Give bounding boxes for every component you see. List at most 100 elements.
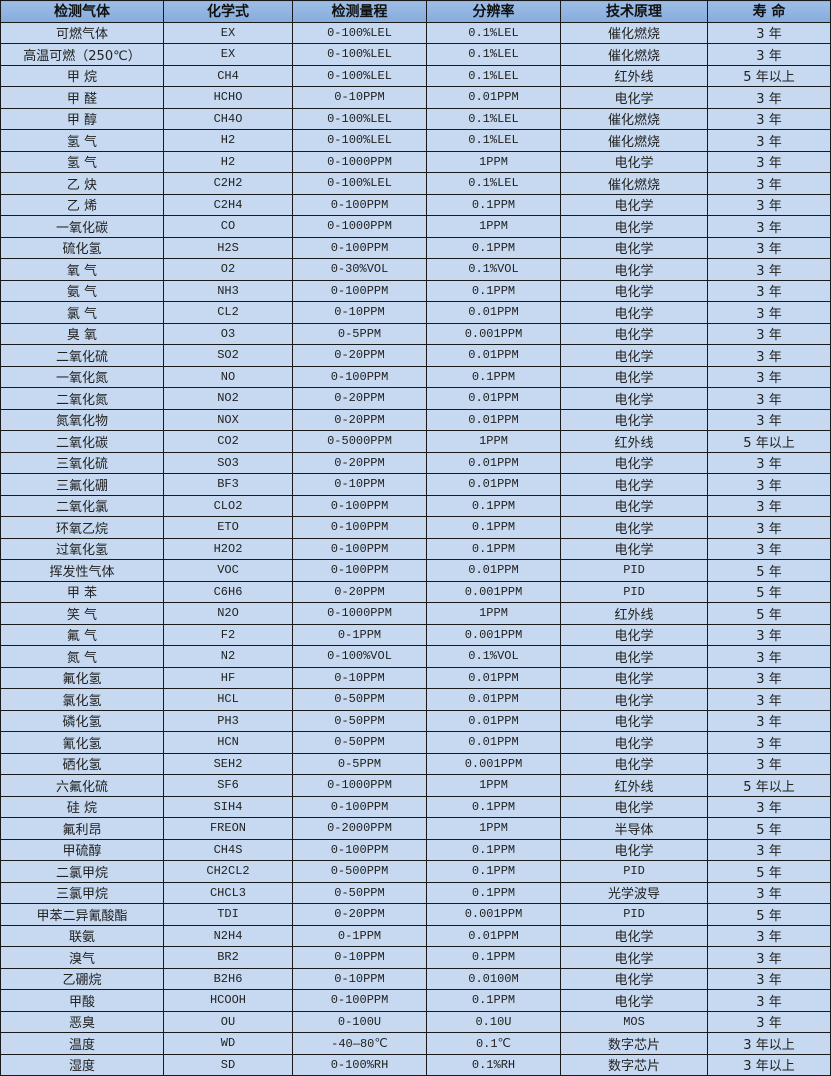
table-row: 乙 炔 C2H2 0-100%LEL 0.1%LEL 催化燃烧 3 年 bbox=[0, 172, 831, 195]
principle-cell: 电化学 bbox=[560, 279, 708, 302]
resolution-cell: 0.001PPM bbox=[426, 580, 561, 603]
formula-cell: H2 bbox=[163, 150, 293, 173]
formula-cell: CO2 bbox=[163, 430, 293, 453]
formula-cell: C6H6 bbox=[163, 580, 293, 603]
formula-cell: CO bbox=[163, 215, 293, 238]
range-cell: 0-100%VOL bbox=[292, 645, 427, 668]
range-cell: 0-20PPM bbox=[292, 580, 427, 603]
gas-cell: 联氨 bbox=[0, 924, 164, 947]
table-row: 氮 气 N2 0-100%VOL 0.1%VOL 电化学 3 年 bbox=[0, 645, 831, 668]
table-row: 乙 烯 C2H4 0-100PPM 0.1PPM 电化学 3 年 bbox=[0, 193, 831, 216]
formula-cell: NO bbox=[163, 365, 293, 388]
gas-cell: 甲 醛 bbox=[0, 86, 164, 109]
resolution-cell: 0.1%LEL bbox=[426, 129, 561, 152]
range-cell: 0-100PPM bbox=[292, 494, 427, 517]
table-row: 氢 气 H2 0-1000PPM 1PPM 电化学 3 年 bbox=[0, 150, 831, 173]
range-cell: 0-100%LEL bbox=[292, 172, 427, 195]
range-cell: 0-1000PPM bbox=[292, 150, 427, 173]
principle-cell: PID bbox=[560, 903, 708, 926]
range-cell: 0-10PPM bbox=[292, 86, 427, 109]
lifespan-cell: 3 年 bbox=[707, 451, 831, 474]
principle-cell: PID bbox=[560, 860, 708, 883]
header-principle: 技术原理 bbox=[560, 0, 708, 23]
table-row: 二氯甲烷 CH2CL2 0-500PPM 0.1PPM PID 5 年 bbox=[0, 860, 831, 883]
gas-cell: 乙 烯 bbox=[0, 193, 164, 216]
resolution-cell: 0.01PPM bbox=[426, 344, 561, 367]
table-row: 六氟化硫 SF6 0-1000PPM 1PPM 红外线 5 年以上 bbox=[0, 774, 831, 797]
lifespan-cell: 5 年 bbox=[707, 580, 831, 603]
resolution-cell: 0.1PPM bbox=[426, 193, 561, 216]
gas-cell: 恶臭 bbox=[0, 1010, 164, 1033]
range-cell: 0-100PPM bbox=[292, 516, 427, 539]
gas-cell: 二氧化氯 bbox=[0, 494, 164, 517]
principle-cell: 电化学 bbox=[560, 215, 708, 238]
resolution-cell: 0.01PPM bbox=[426, 86, 561, 109]
principle-cell: 电化学 bbox=[560, 537, 708, 560]
table-row: 氧 气 O2 0-30%VOL 0.1%VOL 电化学 3 年 bbox=[0, 258, 831, 281]
lifespan-cell: 3 年 bbox=[707, 107, 831, 130]
lifespan-cell: 3 年 bbox=[707, 193, 831, 216]
formula-cell: N2O bbox=[163, 602, 293, 625]
resolution-cell: 0.01PPM bbox=[426, 924, 561, 947]
lifespan-cell: 3 年 bbox=[707, 645, 831, 668]
table-row: 二氧化硫 SO2 0-20PPM 0.01PPM 电化学 3 年 bbox=[0, 344, 831, 367]
formula-cell: PH3 bbox=[163, 709, 293, 732]
lifespan-cell: 3 年 bbox=[707, 86, 831, 109]
table-row: 三氯甲烷 CHCL3 0-50PPM 0.1PPM 光学波导 3 年 bbox=[0, 881, 831, 904]
resolution-cell: 0.1PPM bbox=[426, 989, 561, 1012]
table-row: 笑 气 N2O 0-1000PPM 1PPM 红外线 5 年 bbox=[0, 602, 831, 625]
resolution-cell: 1PPM bbox=[426, 215, 561, 238]
header-lifespan: 寿 命 bbox=[707, 0, 831, 23]
resolution-cell: 0.01PPM bbox=[426, 408, 561, 431]
table-row: 湿度 SD 0-100%RH 0.1%RH 数字芯片 3 年以上 bbox=[0, 1053, 831, 1076]
table-row: 甲硫醇 CH4S 0-100PPM 0.1PPM 电化学 3 年 bbox=[0, 838, 831, 861]
formula-cell: SD bbox=[163, 1053, 293, 1076]
resolution-cell: 0.1%VOL bbox=[426, 645, 561, 668]
resolution-cell: 0.01PPM bbox=[426, 473, 561, 496]
gas-cell: 甲苯二异氰酸酯 bbox=[0, 903, 164, 926]
principle-cell: 电化学 bbox=[560, 924, 708, 947]
lifespan-cell: 3 年 bbox=[707, 215, 831, 238]
principle-cell: 电化学 bbox=[560, 301, 708, 324]
gas-cell: 二氯甲烷 bbox=[0, 860, 164, 883]
resolution-cell: 0.1PPM bbox=[426, 279, 561, 302]
lifespan-cell: 3 年 bbox=[707, 881, 831, 904]
range-cell: 0-20PPM bbox=[292, 387, 427, 410]
table-row: 甲 醇 CH4O 0-100%LEL 0.1%LEL 催化燃烧 3 年 bbox=[0, 107, 831, 130]
gas-cell: 甲硫醇 bbox=[0, 838, 164, 861]
resolution-cell: 0.001PPM bbox=[426, 903, 561, 926]
gas-cell: 氢 气 bbox=[0, 150, 164, 173]
range-cell: 0-2000PPM bbox=[292, 817, 427, 840]
table-row: 硫化氢 H2S 0-100PPM 0.1PPM 电化学 3 年 bbox=[0, 236, 831, 259]
formula-cell: NO2 bbox=[163, 387, 293, 410]
range-cell: 0-30%VOL bbox=[292, 258, 427, 281]
formula-cell: CH2CL2 bbox=[163, 860, 293, 883]
table-row: 甲苯二异氰酸酯 TDI 0-20PPM 0.001PPM PID 5 年 bbox=[0, 903, 831, 926]
gas-cell: 甲 烷 bbox=[0, 64, 164, 87]
formula-cell: B2H6 bbox=[163, 967, 293, 990]
formula-cell: SO2 bbox=[163, 344, 293, 367]
table-row: 氟 气 F2 0-1PPM 0.001PPM 电化学 3 年 bbox=[0, 623, 831, 646]
range-cell: 0-1000PPM bbox=[292, 215, 427, 238]
table-row: 氮氧化物 NOX 0-20PPM 0.01PPM 电化学 3 年 bbox=[0, 408, 831, 431]
table-row: 联氨 N2H4 0-1PPM 0.01PPM 电化学 3 年 bbox=[0, 924, 831, 947]
lifespan-cell: 3 年 bbox=[707, 279, 831, 302]
table-row: 氟利昂 FREON 0-2000PPM 1PPM 半导体 5 年 bbox=[0, 817, 831, 840]
header-gas: 检测气体 bbox=[0, 0, 164, 23]
principle-cell: 半导体 bbox=[560, 817, 708, 840]
formula-cell: HCOOH bbox=[163, 989, 293, 1012]
lifespan-cell: 3 年 bbox=[707, 408, 831, 431]
table-row: 一氧化碳 CO 0-1000PPM 1PPM 电化学 3 年 bbox=[0, 215, 831, 238]
gas-cell: 磷化氢 bbox=[0, 709, 164, 732]
gas-cell: 环氧乙烷 bbox=[0, 516, 164, 539]
table-row: 硅 烷 SIH4 0-100PPM 0.1PPM 电化学 3 年 bbox=[0, 795, 831, 818]
range-cell: -40—80℃ bbox=[292, 1032, 427, 1055]
table-row: 高温可燃（250℃） EX 0-100%LEL 0.1%LEL 催化燃烧 3 年 bbox=[0, 43, 831, 66]
principle-cell: 电化学 bbox=[560, 709, 708, 732]
table-body: 可燃气体 EX 0-100%LEL 0.1%LEL 催化燃烧 3 年高温可燃（250℃） E… bbox=[0, 21, 831, 1076]
table-row: 氯化氢 HCL 0-50PPM 0.01PPM 电化学 3 年 bbox=[0, 688, 831, 711]
range-cell: 0-100U bbox=[292, 1010, 427, 1033]
gas-cell: 硅 烷 bbox=[0, 795, 164, 818]
formula-cell: H2 bbox=[163, 129, 293, 152]
formula-cell: C2H2 bbox=[163, 172, 293, 195]
